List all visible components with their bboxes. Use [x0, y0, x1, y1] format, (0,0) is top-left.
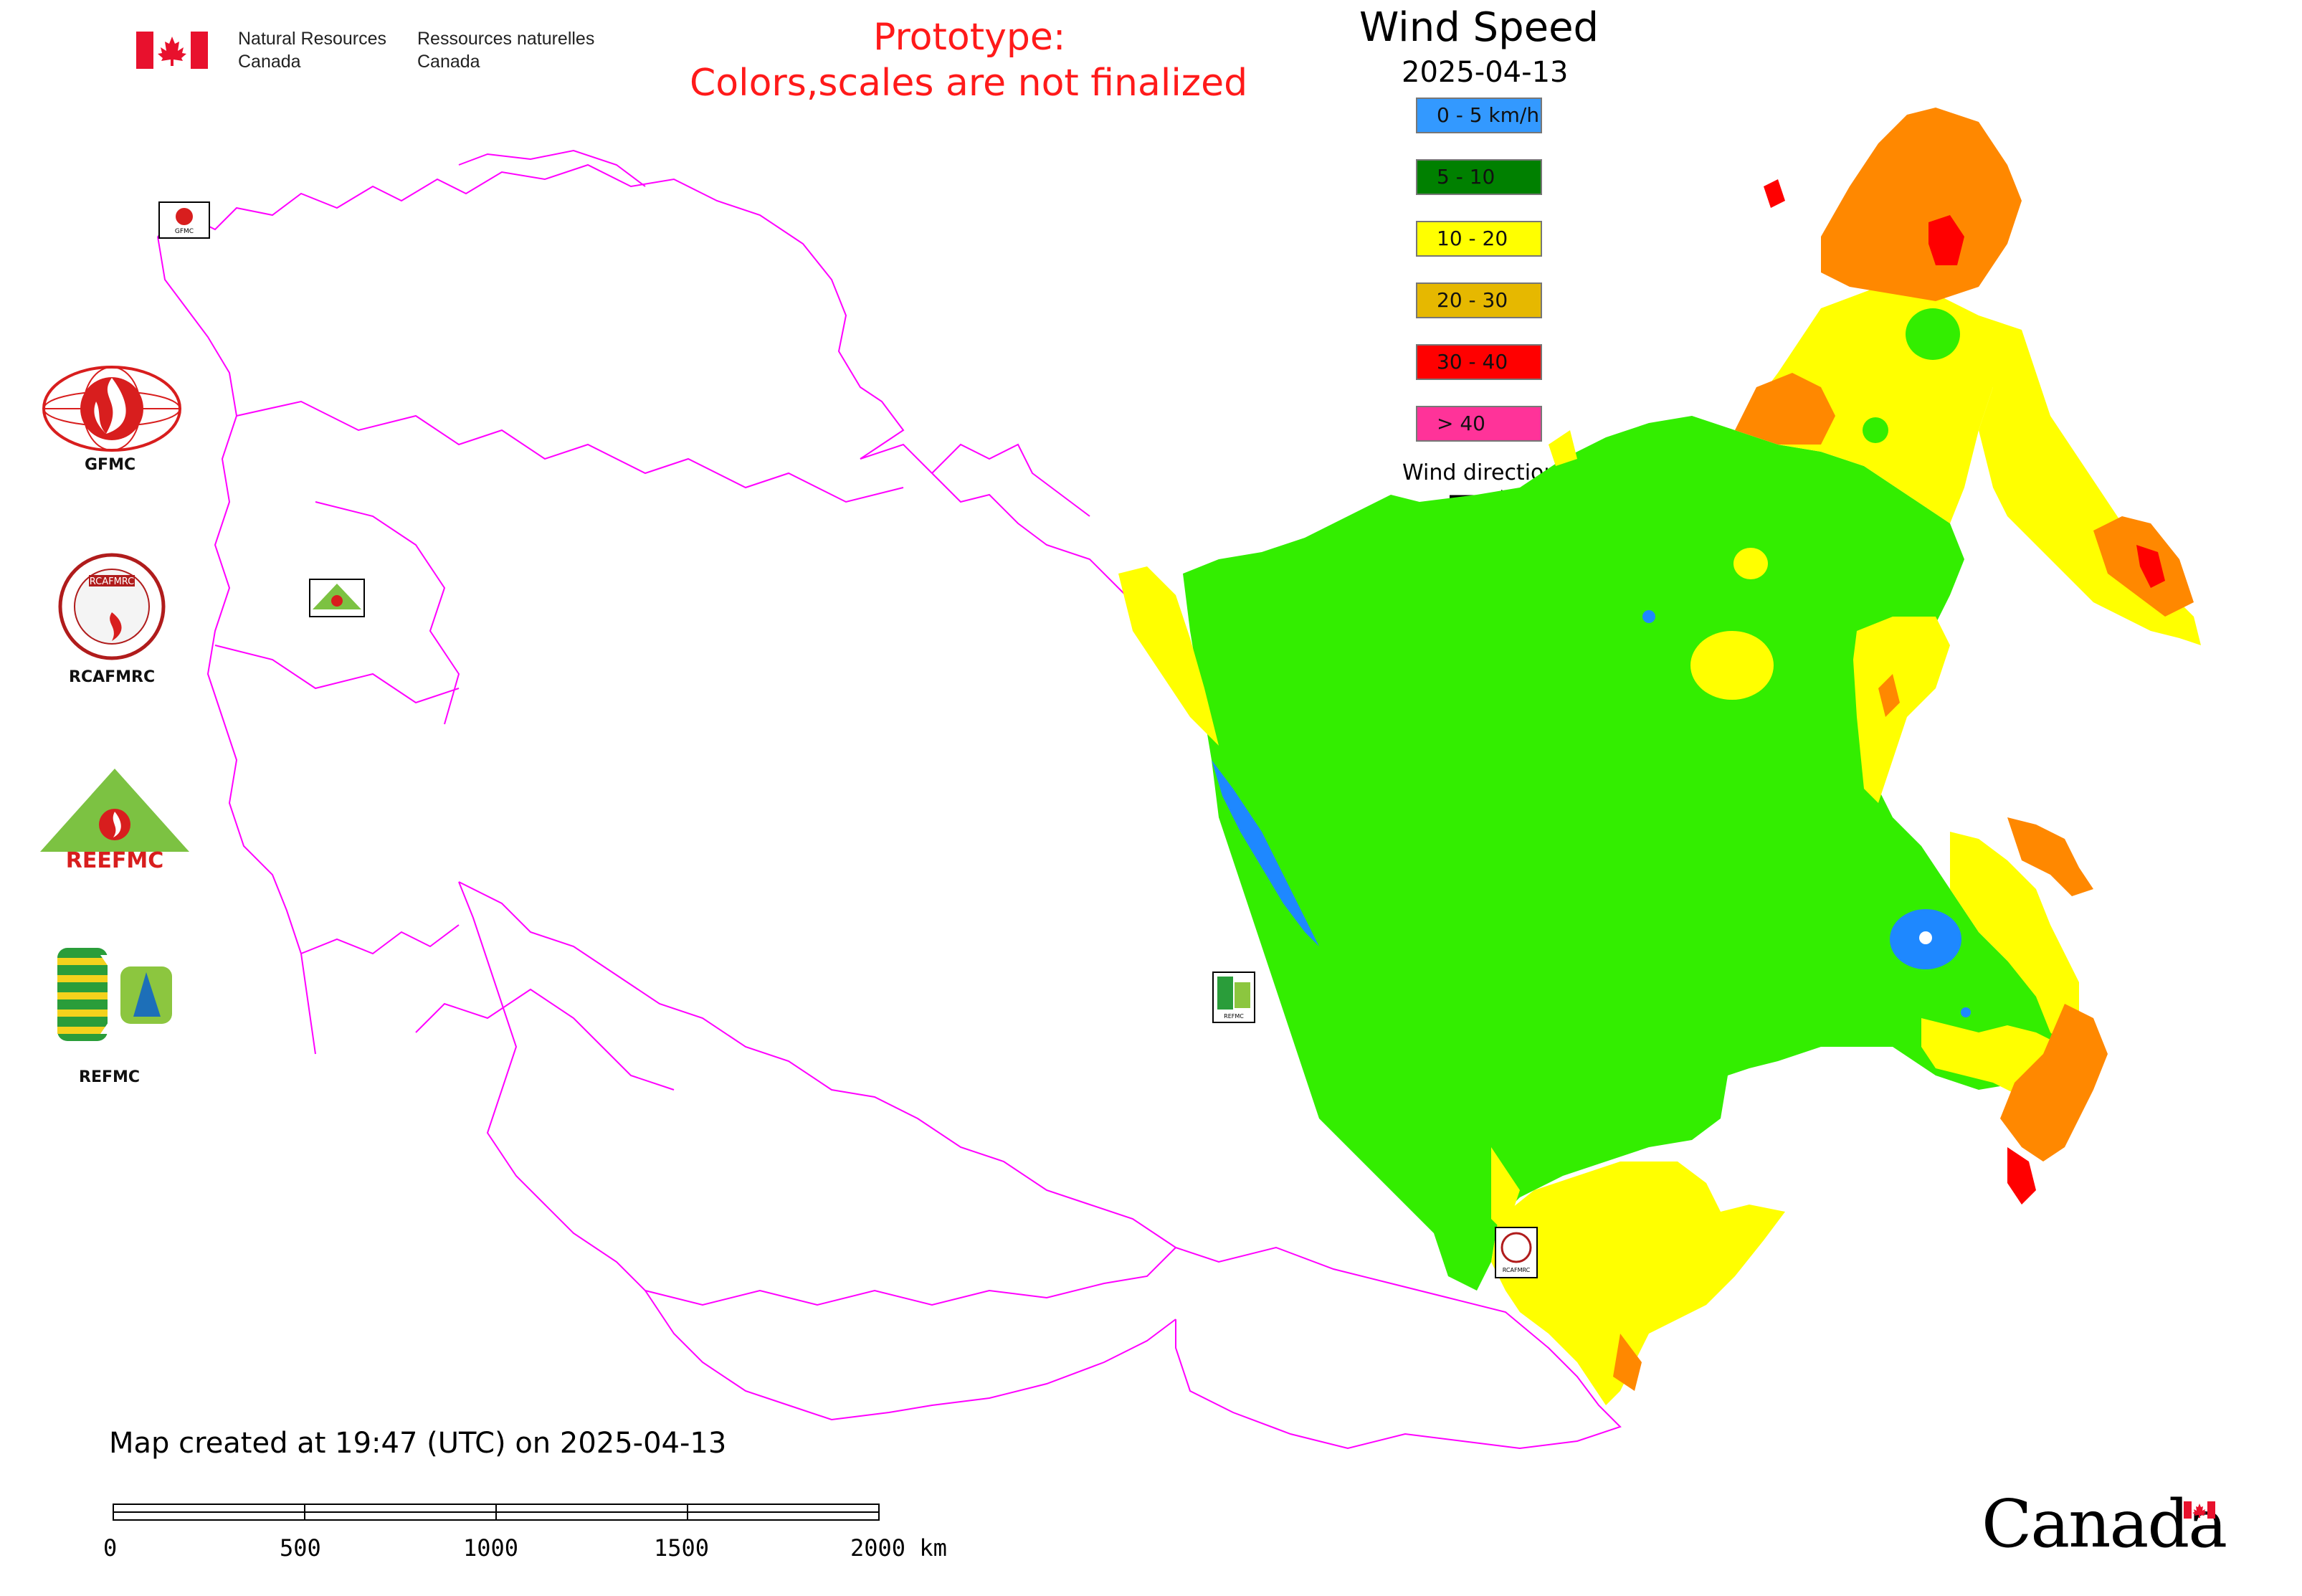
refmc-label: REFMC — [79, 1068, 141, 1086]
legend-swatch-4 — [1416, 344, 1542, 380]
svg-text:REEFMC: REEFMC — [66, 848, 163, 873]
map-marker-reefmc — [309, 579, 365, 617]
refmc-logo — [57, 948, 172, 1041]
legend-label-5: > 40 — [1437, 412, 1485, 435]
legend-date: 2025-04-13 — [1402, 56, 1569, 89]
legend-label-2: 10 - 20 — [1437, 227, 1508, 250]
wind-speed-field — [1118, 108, 2201, 1405]
scale-tick-500: 500 — [280, 1534, 321, 1562]
prototype-title: Prototype: — [873, 16, 1066, 59]
legend-swatch-3 — [1416, 282, 1542, 318]
gfmc-logo — [40, 362, 184, 455]
wordmark-flag-icon — [2184, 1501, 2215, 1519]
rcafmrc-logo: RCAFMRC — [57, 552, 166, 661]
legend-label-3: 20 - 30 — [1437, 288, 1508, 312]
scale-tick-1500: 1500 — [654, 1534, 710, 1562]
legend-label-4: 30 - 40 — [1437, 350, 1508, 374]
gfmc-label: GFMC — [85, 456, 136, 474]
agency-name-en-2: Canada — [238, 52, 301, 72]
reefmc-logo: REEFMC — [39, 767, 191, 873]
scale-bar — [112, 1503, 882, 1523]
agency-name-en: Natural Resources — [238, 29, 387, 49]
map-marker-rcafmrc: RCAFMRC — [1495, 1227, 1538, 1278]
legend-label-0: 0 - 5 km/h — [1437, 103, 1540, 127]
svg-text:REFMC: REFMC — [1224, 1013, 1244, 1020]
prototype-subtitle: Colors,scales are not finalized — [690, 62, 1248, 105]
legend-label-1: 5 - 10 — [1437, 165, 1495, 189]
map-marker-gfmc: GFMC — [158, 201, 210, 239]
svg-text:GFMC: GFMC — [175, 228, 194, 235]
region-boundaries — [157, 149, 1622, 1450]
agency-name-fr: Ressources naturelles — [417, 29, 595, 49]
scale-tick-0: 0 — [103, 1534, 118, 1562]
legend-swatch-5 — [1416, 406, 1542, 442]
agency-name-fr-2: Canada — [417, 52, 480, 72]
rcafmrc-label: RCAFMRC — [69, 668, 156, 686]
svg-text:RCAFMRC: RCAFMRC — [90, 576, 135, 587]
scale-tick-2000: 2000 km — [850, 1534, 947, 1562]
legend-swatch-1 — [1416, 159, 1542, 195]
canada-wordmark: Canada — [1982, 1486, 2227, 1562]
map-marker-refmc: REFMC — [1212, 972, 1255, 1023]
legend-title: Wind Speed — [1359, 4, 1599, 51]
svg-text:RCAFMRC: RCAFMRC — [1503, 1267, 1531, 1273]
legend-swatch-0 — [1416, 98, 1542, 133]
scale-tick-1000: 1000 — [463, 1534, 519, 1562]
canada-flag-icon — [136, 32, 208, 69]
legend-swatch-2 — [1416, 221, 1542, 257]
map-created-text: Map created at 19:47 (UTC) on 2025-04-13 — [109, 1427, 727, 1460]
